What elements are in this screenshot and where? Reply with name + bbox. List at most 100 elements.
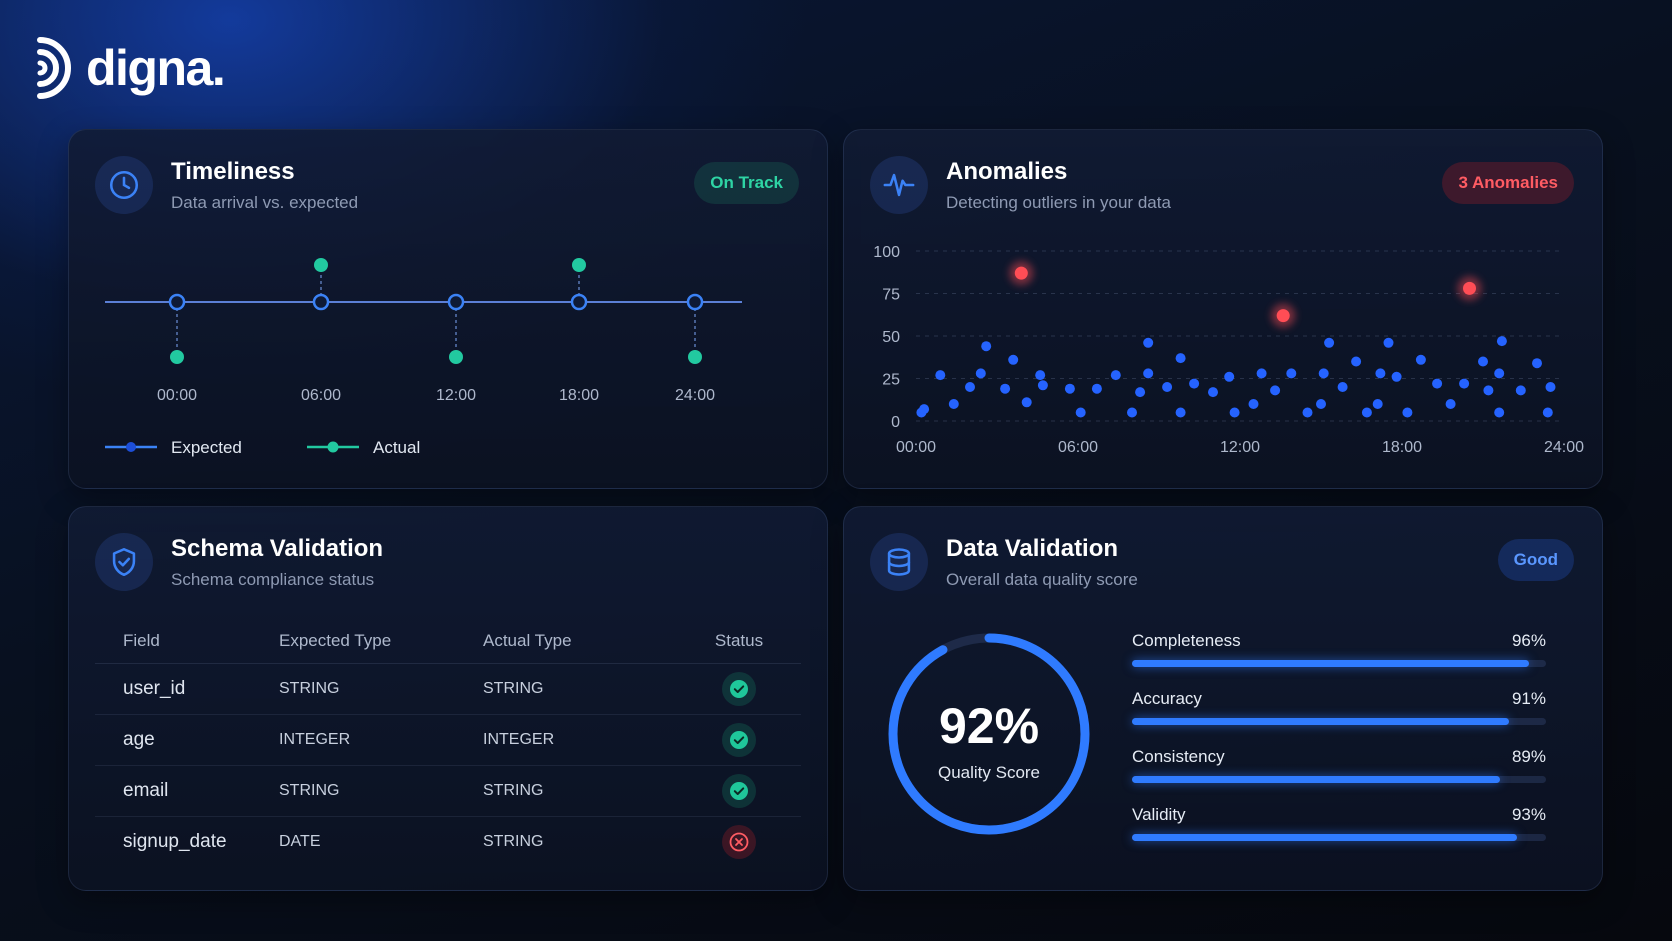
data-point [1162,382,1173,392]
metric-validity: Validity 93% [1132,805,1546,841]
table-header-row: Field Expected Type Actual Type Status [95,619,801,664]
quality-score-arc [888,633,1090,835]
data-point [1270,385,1281,396]
data-point [1415,354,1426,365]
metric-progress-fill [1132,776,1501,783]
cell-status [677,714,801,766]
data-point [1372,399,1383,409]
metric-value: 91% [1511,689,1546,708]
data-point [965,382,975,392]
brand-logo: digna. [36,34,226,102]
timeline-chart: 00:00 06:00 12:00 18:00 24:00 Expected Actual [105,258,742,457]
pulse-icon [870,156,928,214]
data-point [1135,387,1146,398]
x-tick-label: 18:00 [1382,439,1422,456]
y-tick-label: 25 [882,372,900,389]
data-point [935,370,946,381]
anomaly-count-badge: 3 Anomalies [1442,162,1574,204]
cell-field: signup_date [123,830,227,852]
data-point [1494,368,1505,379]
metric-progress-track [1132,776,1546,783]
expected-point [168,293,186,311]
data-point [1337,382,1348,392]
data-point [1189,378,1200,389]
metric-value: 93% [1511,805,1546,824]
data-point [1545,382,1556,392]
data-point [1075,407,1086,418]
data-point [1532,358,1542,369]
timeliness-card: Timeliness Data arrival vs. expected On … [68,129,828,489]
check-circle-icon [722,722,756,757]
cell-status [677,663,801,715]
time-tick-label: 12:00 [436,387,476,404]
data-point [1391,371,1402,382]
brand-name: digna. [86,40,226,96]
data-point [1361,407,1372,418]
data-validation-title: Data Validation [946,535,1119,562]
metric-progress-track [1132,718,1546,725]
table-row: user_id STRING STRING [95,663,801,715]
expected-point [570,293,588,311]
cell-actual-type: STRING [483,832,544,850]
data-point [1324,337,1335,348]
quality-metrics: Completeness 96% Accuracy 91% Consistency 89%… [1132,631,1546,863]
quality-score-label: Quality Score [938,763,1040,782]
metric-consistency: Consistency 89% [1132,747,1546,783]
schema-table: Field Expected Type Actual Type Status u… [95,619,801,867]
anomaly-point [1276,309,1290,323]
metric-progress-track [1132,834,1546,841]
y-tick-label: 75 [882,287,900,304]
schema-validation-card: Schema Validation Schema compliance stat… [68,506,828,891]
cell-field: email [95,765,279,817]
expected-point [686,293,704,311]
expected-point [312,293,330,311]
schema-title: Schema Validation [171,535,384,562]
time-tick-label: 24:00 [675,387,715,404]
cell-actual-type: STRING [483,765,677,817]
legend-actual-label: Actual [373,438,420,457]
legend-expected: Expected [105,438,242,457]
metric-label: Consistency [1132,747,1225,766]
data-validation-subtitle: Overall data quality score [946,569,1138,589]
expected-point [447,293,465,311]
shield-check-icon [95,533,153,591]
metric-label: Accuracy [1132,689,1202,708]
database-icon [870,533,928,591]
data-point [1316,399,1326,409]
quality-score-value: 92% [939,698,1039,754]
data-point [1008,354,1019,365]
legend-actual: Actual [307,438,420,457]
data-point [1143,368,1154,379]
column-header-actual-type: Actual Type [483,619,677,664]
cell-status [677,816,801,867]
data-point [1515,385,1526,396]
actual-point [449,350,463,364]
data-point [1351,356,1362,367]
data-point [1021,397,1032,408]
anomalies-card: Anomalies Detecting outliers in your dat… [843,129,1603,489]
data-point [1494,407,1505,418]
table-row: signup_date DATE STRING [95,816,801,867]
data-point [975,368,986,379]
actual-point [688,350,702,364]
metric-value: 96% [1511,631,1546,650]
metric-value: 89% [1511,747,1546,766]
data-point [1256,368,1267,379]
check-circle-icon [722,773,756,808]
data-point [1286,368,1297,379]
data-point [1175,407,1186,418]
cell-expected-type: INTEGER [279,714,483,766]
data-point [1248,399,1259,409]
data-point [1459,378,1470,389]
y-tick-label: 100 [873,244,900,261]
metric-progress-fill [1132,718,1509,725]
data-point [1375,368,1386,379]
column-header-status: Status [677,619,801,664]
data-point [1110,370,1121,381]
data-validation-card: Data Validation Overall data quality sco… [843,506,1603,891]
metric-accuracy: Accuracy 91% [1132,689,1546,725]
metric-progress-fill [1132,834,1518,841]
actual-point [572,258,586,272]
timeliness-subtitle: Data arrival vs. expected [171,192,359,212]
time-tick-label: 18:00 [559,387,599,404]
